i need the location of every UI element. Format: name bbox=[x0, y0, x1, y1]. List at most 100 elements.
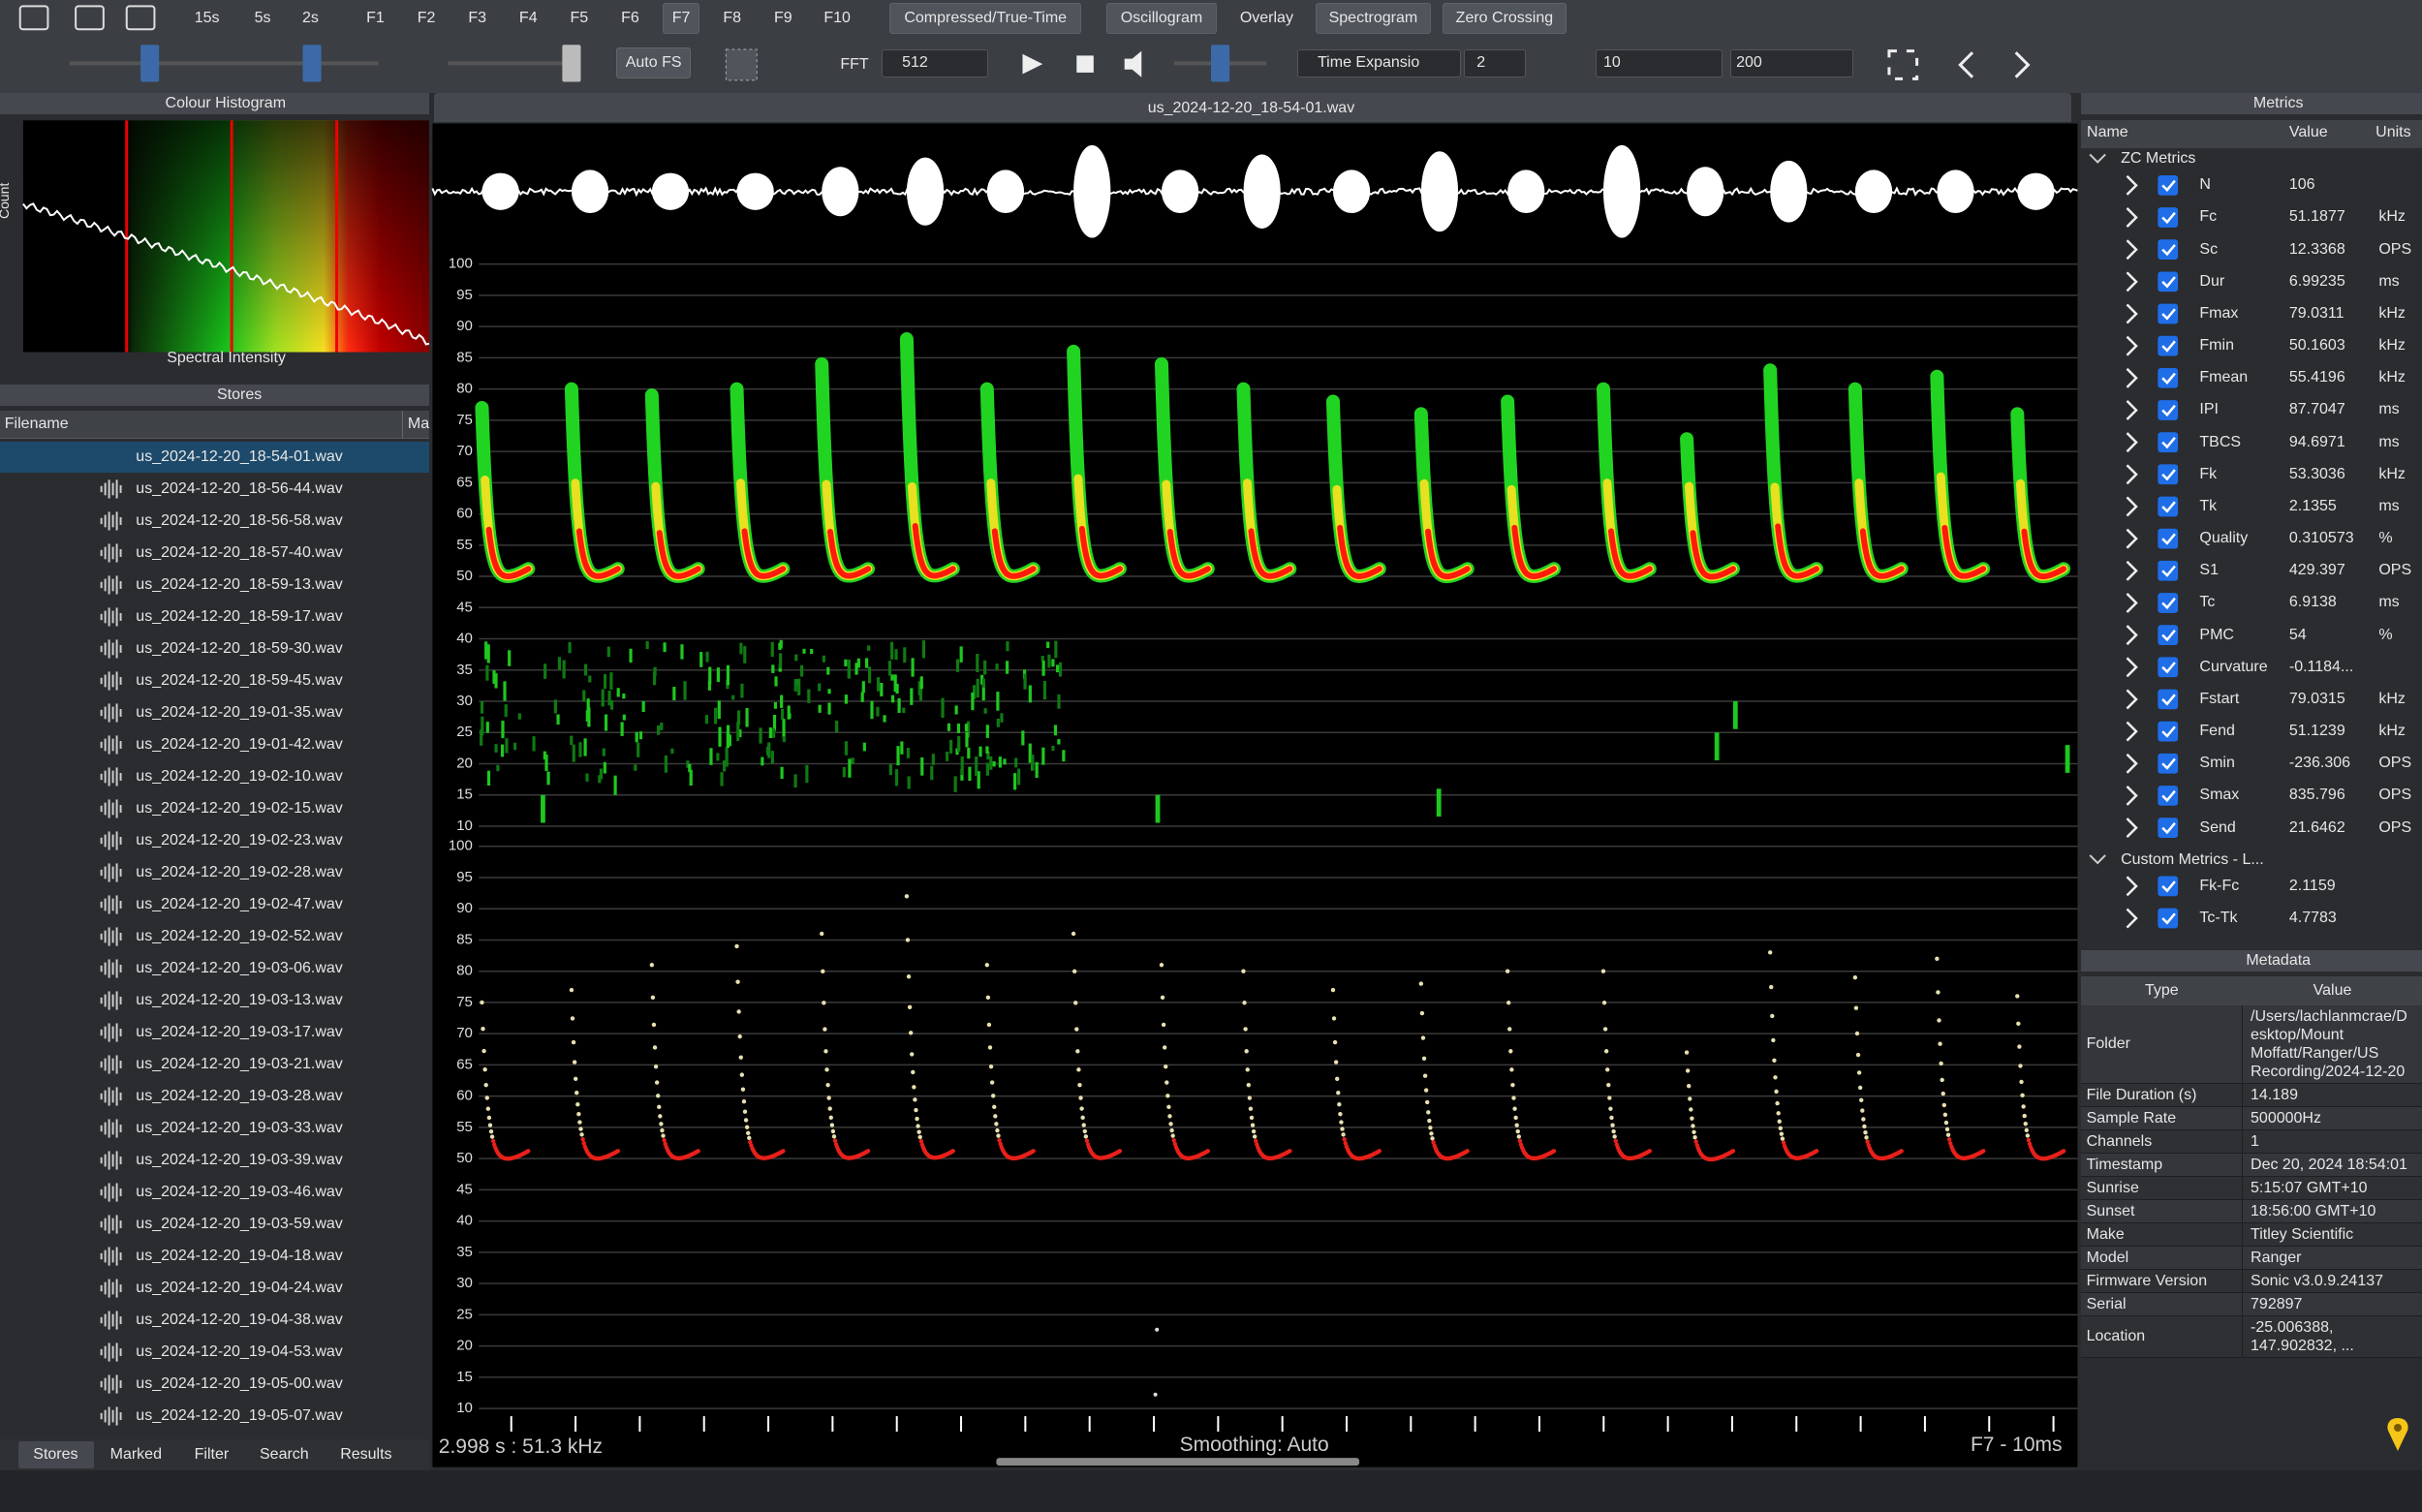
checkbox[interactable] bbox=[2158, 560, 2179, 581]
checkbox[interactable] bbox=[2158, 174, 2179, 196]
input-field[interactable] bbox=[1464, 49, 1527, 77]
file-row[interactable]: us_2024-12-20_18-56-44.wav bbox=[136, 479, 343, 497]
checkbox[interactable] bbox=[2158, 239, 2179, 261]
checkbox[interactable] bbox=[2158, 303, 2179, 324]
input-value[interactable]: 200 bbox=[1736, 54, 1762, 72]
group-label[interactable]: ZC Metrics bbox=[2121, 150, 2196, 168]
file-row[interactable]: us_2024-12-20_18-59-13.wav bbox=[136, 575, 343, 593]
input-value[interactable]: 10 bbox=[1602, 54, 1621, 72]
waveform-icon bbox=[119, 1348, 122, 1357]
metadata-key: Sunrise bbox=[2081, 1176, 2244, 1199]
file-row[interactable]: us_2024-12-20_19-04-38.wav bbox=[136, 1311, 343, 1329]
file-row[interactable]: us_2024-12-20_19-02-15.wav bbox=[136, 799, 343, 817]
file-row[interactable]: us_2024-12-20_19-02-47.wav bbox=[136, 895, 343, 912]
zc-dot bbox=[661, 1133, 666, 1138]
input-field[interactable] bbox=[1596, 49, 1723, 77]
checkbox[interactable] bbox=[2158, 432, 2179, 452]
waveform-icon bbox=[111, 1058, 114, 1071]
toolbar-button[interactable]: Oscillogram bbox=[1120, 10, 1203, 27]
checkbox[interactable] bbox=[2158, 753, 2179, 774]
zc-dot bbox=[985, 995, 991, 1001]
file-row[interactable]: us_2024-12-20_19-03-17.wav bbox=[136, 1024, 343, 1040]
checkbox[interactable] bbox=[2158, 625, 2179, 645]
toolbar-button[interactable]: F9 bbox=[774, 10, 792, 27]
file-row[interactable]: us_2024-12-20_19-03-59.wav bbox=[136, 1216, 343, 1233]
checkbox[interactable] bbox=[2158, 464, 2179, 485]
checkbox[interactable] bbox=[2158, 657, 2179, 678]
file-row[interactable]: us_2024-12-20_19-03-06.wav bbox=[136, 960, 343, 976]
file-row[interactable]: us_2024-12-20_19-03-28.wav bbox=[136, 1088, 343, 1104]
input-field[interactable] bbox=[1729, 49, 1854, 77]
input-value[interactable]: Time Expansio bbox=[1318, 54, 1420, 72]
file-row[interactable]: us_2024-12-20_18-59-17.wav bbox=[136, 607, 343, 625]
zc-dot bbox=[1081, 1123, 1086, 1127]
checkbox[interactable] bbox=[2158, 689, 2179, 710]
file-row[interactable]: us_2024-12-20_19-02-52.wav bbox=[136, 927, 343, 944]
toolbar-button[interactable]: 5s bbox=[254, 10, 271, 27]
file-row[interactable]: us_2024-12-20_19-05-07.wav bbox=[136, 1407, 343, 1425]
file-row[interactable]: us_2024-12-20_19-03-21.wav bbox=[136, 1056, 343, 1072]
checkbox[interactable] bbox=[2158, 271, 2179, 293]
input-value[interactable]: 2 bbox=[1476, 54, 1486, 72]
toolbar-button[interactable]: Compressed/True-Time bbox=[904, 10, 1068, 27]
checkbox[interactable] bbox=[2158, 876, 2179, 897]
tab[interactable]: Search bbox=[260, 1445, 309, 1463]
file-row[interactable]: us_2024-12-20_18-57-40.wav bbox=[136, 543, 343, 561]
tab[interactable]: Marked bbox=[109, 1445, 162, 1463]
file-row[interactable]: us_2024-12-20_18-54-01.wav bbox=[136, 447, 343, 465]
tab[interactable]: Filter bbox=[194, 1445, 230, 1463]
checkbox[interactable] bbox=[2158, 786, 2179, 806]
toolbar-button[interactable]: F4 bbox=[518, 10, 538, 27]
file-row[interactable]: us_2024-12-20_19-04-24.wav bbox=[136, 1280, 343, 1297]
file-row[interactable]: us_2024-12-20_19-01-42.wav bbox=[136, 735, 343, 753]
checkbox[interactable] bbox=[2158, 593, 2179, 613]
toolbar-button[interactable]: F6 bbox=[621, 10, 639, 27]
toolbar-button[interactable]: 15s bbox=[194, 10, 220, 27]
zc-dot bbox=[1611, 1128, 1616, 1134]
toolbar-button[interactable]: Zero Crossing bbox=[1455, 10, 1554, 27]
input-value[interactable]: 512 bbox=[902, 54, 928, 72]
file-row[interactable]: us_2024-12-20_19-02-23.wav bbox=[136, 831, 343, 849]
toolbar-button[interactable]: F2 bbox=[417, 10, 436, 27]
file-row[interactable]: us_2024-12-20_19-02-28.wav bbox=[136, 863, 343, 880]
file-row[interactable]: us_2024-12-20_19-03-13.wav bbox=[136, 992, 343, 1008]
file-row[interactable]: us_2024-12-20_19-04-18.wav bbox=[136, 1248, 343, 1265]
file-row[interactable]: us_2024-12-20_19-05-00.wav bbox=[136, 1375, 343, 1393]
toolbar-button[interactable]: 2s bbox=[302, 10, 319, 27]
file-row[interactable]: us_2024-12-20_19-02-10.wav bbox=[136, 767, 343, 785]
checkbox[interactable] bbox=[2158, 335, 2179, 356]
zc-dot bbox=[1772, 1058, 1777, 1064]
metadata-key: Firmware Version bbox=[2081, 1269, 2244, 1292]
file-row[interactable]: us_2024-12-20_19-03-33.wav bbox=[136, 1120, 343, 1137]
noise bbox=[726, 664, 730, 686]
toolbar-button[interactable]: Spectrogram bbox=[1328, 10, 1418, 27]
file-row[interactable]: us_2024-12-20_18-56-58.wav bbox=[136, 511, 343, 529]
file-row[interactable]: us_2024-12-20_19-04-53.wav bbox=[136, 1343, 343, 1361]
tab[interactable]: Stores bbox=[33, 1445, 78, 1463]
toolbar-button[interactable]: Overlay bbox=[1239, 10, 1293, 27]
toolbar-button[interactable]: F3 bbox=[468, 10, 486, 27]
checkbox[interactable] bbox=[2158, 721, 2179, 742]
input-field[interactable] bbox=[1297, 49, 1462, 77]
checkbox[interactable] bbox=[2158, 367, 2179, 388]
auto-fs-label[interactable]: Auto FS bbox=[625, 54, 682, 72]
file-row[interactable]: us_2024-12-20_18-59-30.wav bbox=[136, 639, 343, 657]
toolbar-button[interactable]: F7 bbox=[671, 10, 691, 27]
checkbox[interactable] bbox=[2158, 400, 2179, 420]
checkbox[interactable] bbox=[2158, 908, 2179, 929]
input-field[interactable] bbox=[882, 49, 989, 77]
file-row[interactable]: us_2024-12-20_19-01-35.wav bbox=[136, 703, 343, 721]
checkbox[interactable] bbox=[2158, 496, 2179, 517]
group-label[interactable]: Custom Metrics - L... bbox=[2121, 850, 2264, 868]
toolbar-button[interactable]: F5 bbox=[570, 10, 589, 27]
file-row[interactable]: us_2024-12-20_18-59-45.wav bbox=[136, 671, 343, 689]
checkbox[interactable] bbox=[2158, 818, 2179, 838]
toolbar-button[interactable]: F1 bbox=[366, 10, 385, 27]
file-row[interactable]: us_2024-12-20_19-03-46.wav bbox=[136, 1184, 343, 1201]
checkbox[interactable] bbox=[2158, 528, 2179, 549]
toolbar-button[interactable]: F8 bbox=[723, 10, 742, 27]
file-row[interactable]: us_2024-12-20_19-03-39.wav bbox=[136, 1152, 343, 1169]
tab[interactable]: Results bbox=[340, 1445, 392, 1463]
toolbar-button[interactable]: F10 bbox=[823, 10, 851, 27]
checkbox[interactable] bbox=[2158, 207, 2179, 228]
